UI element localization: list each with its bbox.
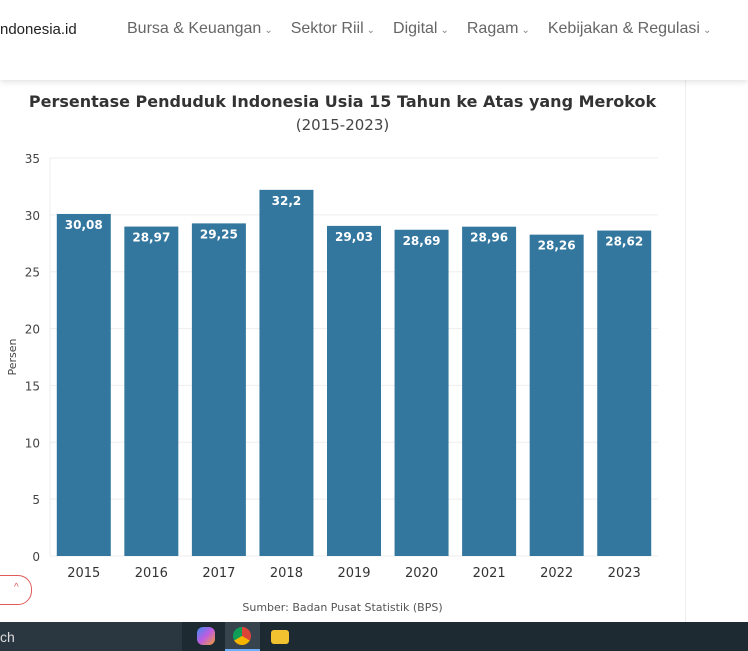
data-label-2017: 29,25	[200, 227, 238, 241]
chevron-down-icon: ⌄	[440, 25, 449, 36]
data-label-2018: 32,2	[272, 194, 302, 208]
data-label-2019: 29,03	[335, 230, 373, 244]
chevron-up-icon: ^	[14, 582, 19, 593]
x-tick-label: 2015	[67, 566, 100, 581]
data-label-2015: 30,08	[65, 218, 103, 232]
chart-source: Sumber: Badan Pusat Statistik (BPS)	[242, 601, 443, 614]
chart-title: Persentase Penduduk Indonesia Usia 15 Ta…	[28, 92, 657, 111]
chevron-down-icon: ⌄	[702, 25, 712, 36]
chevron-down-icon: ⌄	[264, 25, 273, 36]
y-tick-label: 15	[25, 379, 40, 393]
search-text: ch	[0, 629, 15, 645]
nav-label: Kebijakan & Regulasi	[547, 20, 700, 37]
nav-sektor-riil[interactable]: Sektor Riil ⌄	[291, 20, 375, 38]
data-label-2016: 28,97	[132, 231, 170, 245]
x-tick-label: 2022	[540, 566, 573, 581]
bar-2020	[394, 229, 449, 556]
data-label-2022: 28,26	[538, 239, 576, 253]
bar-2023	[597, 230, 652, 556]
chrome-taskbar-button[interactable]	[225, 622, 260, 651]
sidebar	[686, 80, 748, 622]
nav-bursa-keuangan[interactable]: Bursa & Keuangan ⌄	[127, 20, 273, 38]
y-tick-label: 35	[25, 152, 40, 166]
y-tick-label: 10	[25, 436, 40, 450]
x-tick-label: 2021	[473, 566, 506, 581]
bar-2022	[529, 234, 584, 556]
y-tick-label: 0	[32, 550, 40, 564]
taskbar: ch	[0, 622, 748, 651]
nav-digital[interactable]: Digital ⌄	[393, 20, 449, 38]
y-tick-label: 5	[32, 493, 40, 507]
chart-subtitle: (2015-2023)	[295, 116, 390, 134]
main-nav: Bursa & Keuangan ⌄ Sektor Riil ⌄ Digital ⌄ …	[127, 20, 729, 38]
x-tick-label: 2019	[337, 566, 370, 581]
scroll-up-button[interactable]: ^	[0, 575, 32, 605]
nav-ragam[interactable]: Ragam ⌄	[467, 20, 530, 38]
chevron-down-icon: ⌄	[521, 25, 530, 36]
taskbar-search[interactable]: ch	[0, 622, 182, 651]
chevron-down-icon: ⌄	[366, 25, 376, 36]
file-explorer-icon[interactable]	[271, 630, 289, 644]
nav-label: Digital	[393, 20, 438, 37]
data-label-2021: 28,96	[470, 231, 508, 245]
bar-2019	[327, 225, 381, 556]
site-logo[interactable]: ndonesia.id	[0, 21, 77, 38]
x-tick-label: 2017	[202, 566, 235, 581]
data-label-2023: 28,62	[605, 235, 643, 249]
data-label-2020: 28,69	[403, 234, 441, 248]
bar-2015	[56, 213, 111, 556]
bar-chart: 0 5 10 15 20 25 30 35 Persen 30,08 2015 28,97 2016 29…	[6, 152, 658, 581]
y-axis-label: Persen	[6, 338, 19, 375]
x-tick-label: 2016	[135, 566, 168, 581]
x-tick-label: 2020	[405, 566, 438, 581]
chrome-icon	[233, 627, 251, 645]
copilot-icon[interactable]	[197, 627, 215, 645]
y-tick-label: 25	[25, 266, 40, 280]
x-tick-label: 2018	[270, 566, 303, 581]
bar-2016	[124, 226, 179, 557]
nav-kebijakan-regulasi[interactable]: Kebijakan & Regulasi ⌄	[548, 20, 711, 38]
site-header: ndonesia.id Bursa & Keuangan ⌄ Sektor Rii…	[0, 0, 748, 80]
x-tick-label: 2023	[608, 566, 641, 581]
bar-2021	[462, 226, 517, 557]
bar-2017	[191, 223, 246, 556]
y-tick-label: 20	[25, 323, 40, 337]
bar-2018	[259, 189, 314, 556]
nav-label: Ragam	[466, 20, 519, 37]
y-tick-label: 30	[25, 209, 40, 223]
nav-label: Bursa & Keuangan	[127, 20, 262, 37]
nav-label: Sektor Riil	[290, 20, 364, 37]
